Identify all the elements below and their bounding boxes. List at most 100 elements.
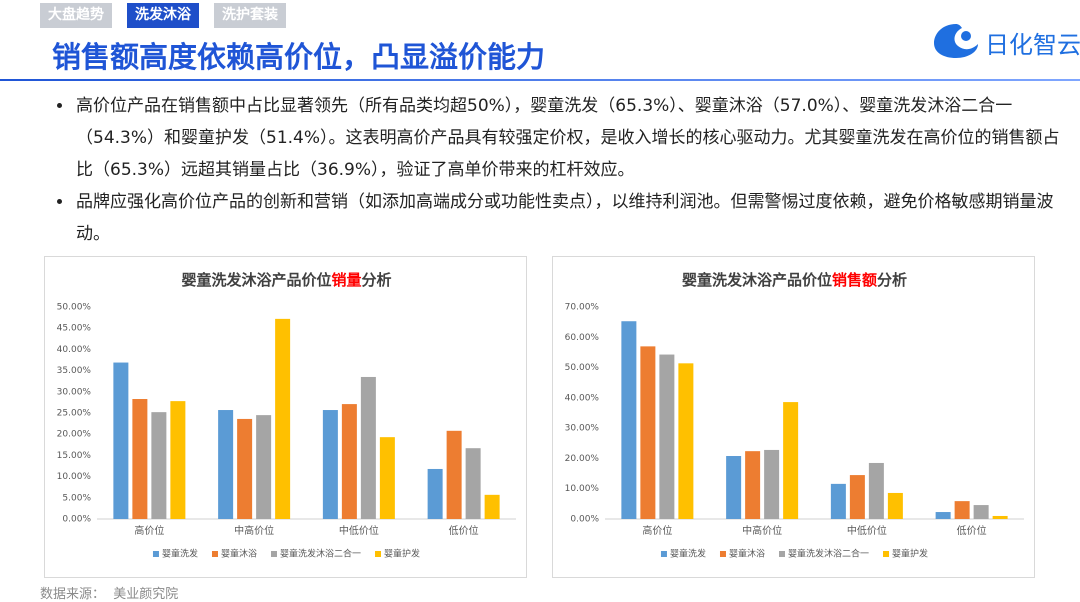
y-tick-label: 0.00% [570,515,599,525]
bullet-list: 高价位产品在销售额中占比显著领先（所有品类均超50%），婴童洗发（65.3%）、… [48,90,1064,250]
legend-label: 婴童沐浴 [729,548,765,560]
y-tick-label: 45.00% [57,324,92,334]
legend-item: 婴童洗发沐浴二合一 [779,548,869,560]
chart: 婴童洗发沐浴产品价位销量分析 0.00% 5.00% 10.00% 15.00% 20.0… [44,256,527,578]
chart-title-part: 婴童洗发沐浴产品价位 [682,271,832,289]
legend-swatch [779,551,785,557]
x-tick-label: 高价位 [642,524,672,537]
y-tick-label: 40.00% [565,393,600,403]
x-tick-label: 中低价位 [847,524,887,537]
bar [764,449,780,519]
y-tick-label: 20.00% [57,430,92,440]
x-tick-label: 中低价位 [339,524,379,537]
x-tick-label: 中高价位 [742,524,782,537]
bar [745,451,761,519]
legend-item: 婴童沐浴 [719,548,765,560]
bar [379,437,395,519]
legend-label: 婴童护发 [892,548,928,560]
legend-swatch [719,551,726,557]
tab-active[interactable]: 洗发沐浴 [127,3,199,28]
chart-title-part: 婴童洗发沐浴产品价位 [181,271,331,289]
x-tick-label: 低价位 [957,524,987,537]
x-tick-label: 中高价位 [234,524,274,537]
bar [973,505,989,519]
legend-swatch [271,551,277,557]
legend-item: 婴童洗发沐浴二合一 [271,548,361,560]
bar [256,415,272,519]
chart-title-part: 分析 [362,271,392,289]
x-tick-label: 高价位 [134,524,164,537]
legend-label: 婴童洗发沐浴二合一 [788,548,869,560]
legend-label: 婴童洗发 [162,548,198,560]
bullet: 高价位产品在销售额中占比显著领先（所有品类均超50%），婴童洗发（65.3%）、… [74,90,1064,186]
chart-title-part: 分析 [877,271,907,289]
bar [954,501,970,519]
legend-label: 婴童护发 [384,548,420,560]
bar [678,363,694,519]
y-tick-label: 5.00% [62,493,91,503]
legend-swatch [883,551,890,557]
chart: 婴童洗发沐浴产品价位销售额分析 0.00% 10.00% 20.00% 30.00% 40… [552,256,1035,578]
bar [868,462,884,519]
title-rule [0,79,1080,81]
bar [849,475,865,519]
legend-swatch [660,551,667,557]
legend-label: 婴童洗发 [670,548,706,560]
y-tick-label: 20.00% [565,454,600,464]
logo-text: 日化智云 [985,31,1080,59]
legend-item: 婴童护发 [375,548,420,560]
bar [726,456,742,519]
legend-item: 婴童洗发 [152,548,198,560]
legend-item: 婴童洗发 [660,548,706,560]
bar [275,318,291,519]
chart-title: 婴童洗发沐浴产品价位销量分析 [181,271,391,289]
bar [640,346,656,519]
chart-title-part: 销量 [331,271,361,289]
bar [151,412,167,519]
y-tick-label: 35.00% [57,366,92,376]
tab[interactable]: 大盘趋势 [40,3,112,28]
bar [484,494,500,519]
bar [935,512,951,519]
source-note: 数据来源： 美业颜究院 [40,587,179,602]
y-tick-label: 30.00% [57,387,92,397]
bar [465,448,481,519]
slide-title: 销售额高度依赖高价位，凸显溢价能力 [52,40,546,74]
bar [322,410,338,519]
bar [887,492,903,519]
bar [170,401,186,519]
legend-item: 婴童沐浴 [211,548,257,560]
legend-label: 婴童洗发沐浴二合一 [280,548,361,560]
y-tick-label: 30.00% [565,424,600,434]
legend-swatch [375,551,382,557]
bar [446,430,462,519]
y-tick-label: 15.00% [57,451,92,461]
bar [341,404,357,519]
bar [992,515,1008,519]
bar [218,410,234,519]
legend-swatch [211,551,218,557]
bar [427,468,443,519]
bar [360,376,376,519]
y-tick-label: 60.00% [565,333,600,343]
bar [113,362,129,519]
chart-title: 婴童洗发沐浴产品价位销售额分析 [682,271,907,289]
bar [783,402,799,519]
y-tick-label: 0.00% [62,515,91,525]
tab[interactable]: 洗护套装 [214,3,286,28]
y-tick-label: 50.00% [57,303,92,313]
y-tick-label: 10.00% [565,484,600,494]
legend-swatch [152,551,159,557]
bar [659,354,675,519]
y-tick-label: 25.00% [57,409,92,419]
logo-icon [934,24,978,58]
bullet: 品牌应强化高价位产品的创新和营销（如添加高端成分或功能性卖点），以维持利润池。但… [74,186,1064,250]
bar [830,483,846,519]
bar [132,399,148,519]
y-tick-label: 10.00% [57,472,92,482]
legend-label: 婴童沐浴 [221,548,257,560]
bar [621,321,637,519]
x-tick-label: 低价位 [449,524,479,537]
bar [237,418,253,519]
